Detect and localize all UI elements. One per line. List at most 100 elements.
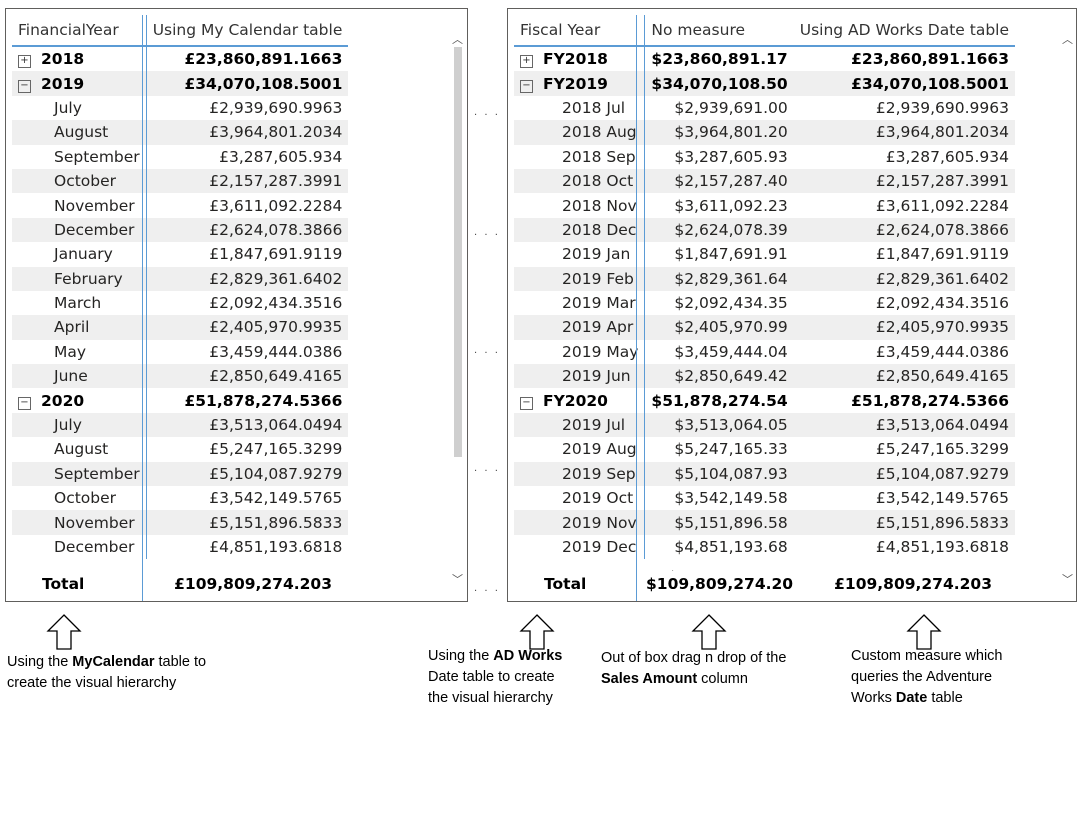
- column-header-my-calendar[interactable]: Using My Calendar table: [145, 15, 349, 47]
- value-cell: $4,851,193.68: [644, 534, 794, 560]
- left-matrix-visual[interactable]: FinancialYear Using My Calendar table +2…: [5, 8, 468, 602]
- scroll-down-icon[interactable]: ﹀: [452, 573, 463, 586]
- column-header-no-measure[interactable]: No measure: [644, 15, 794, 47]
- collapse-icon[interactable]: −: [520, 396, 533, 410]
- month-row[interactable]: August £5,247,165.3299: [12, 437, 349, 462]
- month-row[interactable]: May £3,459,444.0386: [12, 339, 349, 365]
- value-cell: $23,860,891.17: [644, 46, 794, 72]
- row-header[interactable]: − FY2020: [514, 388, 645, 412]
- month-row[interactable]: 2019 Dec $4,851,193.68 £4,851,193.6818: [514, 534, 1015, 560]
- month-row[interactable]: 2019 Jun $2,850,649.42 £2,850,649.4165: [514, 364, 1015, 389]
- value-cell: £3,542,149.5765: [875, 489, 1009, 508]
- month-row[interactable]: 2019 Sep $5,104,087.93 £5,104,087.9279: [514, 461, 1015, 487]
- column-header-financialyear[interactable]: FinancialYear: [12, 15, 147, 47]
- month-row[interactable]: 2019 Apr $2,405,970.99 £2,405,970.9935: [514, 315, 1015, 340]
- month-row[interactable]: 2019 Aug $5,247,165.33 £5,247,165.3299: [514, 437, 1015, 462]
- value-cell: £3,459,444.0386: [875, 342, 1009, 361]
- vertical-scrollbar[interactable]: ︿ ﹀: [1060, 23, 1074, 587]
- year-row[interactable]: −2019 £34,070,108.5001: [12, 71, 349, 96]
- month-row[interactable]: January £1,847,691.9119: [12, 242, 349, 267]
- value-cell: $5,104,087.93: [644, 461, 794, 487]
- value-cell: £51,878,274.5366: [851, 391, 1009, 410]
- month-row[interactable]: June £2,850,649.4165: [12, 364, 349, 389]
- value-cell: £2,829,361.6402: [793, 266, 1015, 291]
- expand-icon[interactable]: +: [18, 55, 31, 69]
- month-row[interactable]: 2018 Aug $3,964,801.20 £3,964,801.2034: [514, 120, 1015, 145]
- value-cell: $2,405,970.99: [644, 315, 794, 340]
- month-row[interactable]: March £2,092,434.3516: [12, 290, 349, 316]
- row-header[interactable]: −2019: [12, 71, 147, 96]
- row-header[interactable]: +2018: [12, 46, 146, 71]
- month-row[interactable]: 2018 Nov $3,611,092.23 £3,611,092.2284: [514, 193, 1015, 218]
- value-cell: £4,851,193.6818: [145, 534, 349, 560]
- year-row[interactable]: +2018 £23,860,891.1663: [12, 46, 349, 72]
- partial-row: $3,335,187.33 £3,335,187.3343: [668, 568, 988, 571]
- row-header: 2019 Oct: [562, 489, 634, 508]
- year-row[interactable]: −2020 £51,878,274.5366: [12, 388, 349, 413]
- row-header: March: [54, 294, 102, 313]
- month-row[interactable]: April £2,405,970.9935: [12, 315, 349, 340]
- scroll-up-icon[interactable]: ︿: [452, 33, 463, 46]
- expand-icon[interactable]: +: [520, 55, 533, 69]
- value-cell: £51,878,274.5366: [145, 388, 349, 413]
- month-row[interactable]: November £5,151,896.5833: [12, 510, 349, 535]
- month-row[interactable]: 2018 Dec $2,624,078.39 £2,624,078.3866: [514, 217, 1015, 243]
- right-matrix-visual[interactable]: Fiscal Year No measure Using AD Works Da…: [507, 8, 1077, 602]
- month-row[interactable]: September £3,287,605.934: [12, 144, 349, 169]
- month-row[interactable]: December £4,851,193.6818: [12, 534, 349, 560]
- year-row[interactable]: + FY2018 $23,860,891.17 £23,860,891.1663: [514, 46, 1015, 72]
- left-matrix-body: +2018 £23,860,891.1663−2019 £34,070,108.50…: [12, 46, 349, 560]
- value-cell: $3,542,149.58: [644, 486, 794, 511]
- row-header: 2019 Jan: [562, 245, 631, 264]
- vertical-scrollbar[interactable]: ︿ ﹀: [450, 23, 464, 587]
- month-row[interactable]: 2019 Oct $3,542,149.58 £3,542,149.5765: [514, 486, 1015, 511]
- column-divider: [142, 15, 143, 601]
- row-header[interactable]: −2020: [12, 388, 146, 412]
- value-cell: $51,878,274.54: [644, 388, 794, 413]
- total-label: Total: [544, 575, 587, 593]
- collapse-icon[interactable]: −: [18, 79, 31, 93]
- month-row[interactable]: 2019 Jul $3,513,064.05 £3,513,064.0494: [514, 412, 1015, 438]
- row-header: 2019 Jul: [514, 412, 645, 438]
- month-row[interactable]: July £2,939,690.9963: [12, 95, 349, 121]
- column-header-ad-works[interactable]: Using AD Works Date table: [793, 15, 1015, 47]
- year-row[interactable]: − FY2020 $51,878,274.54 £51,878,274.5366: [514, 388, 1015, 413]
- value-cell: $2,624,078.39: [644, 217, 794, 243]
- row-header: October: [12, 168, 147, 194]
- right-matrix-body: + FY2018 $23,860,891.17 £23,860,891.1663− FY…: [514, 46, 1015, 560]
- month-row[interactable]: October £3,542,149.5765: [12, 486, 349, 511]
- value-cell: $3,459,444.04: [644, 339, 794, 365]
- month-row[interactable]: 2019 Feb $2,829,361.64 £2,829,361.6402: [514, 266, 1015, 291]
- month-row[interactable]: July £3,513,064.0494: [12, 412, 349, 438]
- scroll-thumb[interactable]: [454, 47, 462, 457]
- dotted-guide: · · ·: [474, 586, 500, 597]
- column-header-fiscal-year[interactable]: Fiscal Year: [514, 15, 645, 47]
- month-row[interactable]: 2018 Jul $2,939,691.00 £2,939,690.9963: [514, 95, 1015, 121]
- value-cell: £1,847,691.9119: [875, 245, 1009, 264]
- month-row[interactable]: 2018 Oct $2,157,287.40 £2,157,287.3991: [514, 168, 1015, 194]
- value-cell: £2,624,078.3866: [145, 217, 349, 243]
- row-header[interactable]: − FY2019: [514, 71, 645, 96]
- scroll-up-icon[interactable]: ︿: [1062, 33, 1073, 46]
- month-row[interactable]: 2019 May $3,459,444.04 £3,459,444.0386: [514, 339, 1015, 365]
- up-arrow-icon: [906, 614, 942, 650]
- scroll-down-icon[interactable]: ﹀: [1062, 573, 1073, 586]
- month-row[interactable]: 2019 Nov $5,151,896.58 £5,151,896.5833: [514, 510, 1015, 535]
- month-row[interactable]: November £3,611,092.2284: [12, 193, 349, 218]
- month-row[interactable]: 2019 Jan $1,847,691.91 £1,847,691.9119: [514, 242, 1015, 267]
- month-row[interactable]: October £2,157,287.3991: [12, 168, 349, 194]
- collapse-icon[interactable]: −: [520, 79, 533, 93]
- month-row[interactable]: August £3,964,801.2034: [12, 120, 349, 145]
- collapse-icon[interactable]: −: [18, 396, 31, 410]
- month-row[interactable]: 2019 Mar $2,092,434.35 £2,092,434.3516: [514, 290, 1015, 316]
- month-row[interactable]: December £2,624,078.3866: [12, 217, 349, 243]
- row-header[interactable]: + FY2018: [514, 46, 645, 71]
- year-row[interactable]: − FY2019 $34,070,108.50 £34,070,108.5001: [514, 71, 1015, 96]
- month-row[interactable]: February £2,829,361.6402: [12, 266, 349, 291]
- value-cell: £23,860,891.1663: [145, 46, 349, 72]
- row-header: February: [12, 266, 147, 291]
- month-row[interactable]: 2018 Sep $3,287,605.93 £3,287,605.934: [514, 144, 1015, 169]
- row-header: 2019 Aug: [562, 440, 637, 459]
- month-row[interactable]: September £5,104,087.9279: [12, 461, 349, 487]
- value-cell: £2,939,690.9963: [145, 95, 349, 121]
